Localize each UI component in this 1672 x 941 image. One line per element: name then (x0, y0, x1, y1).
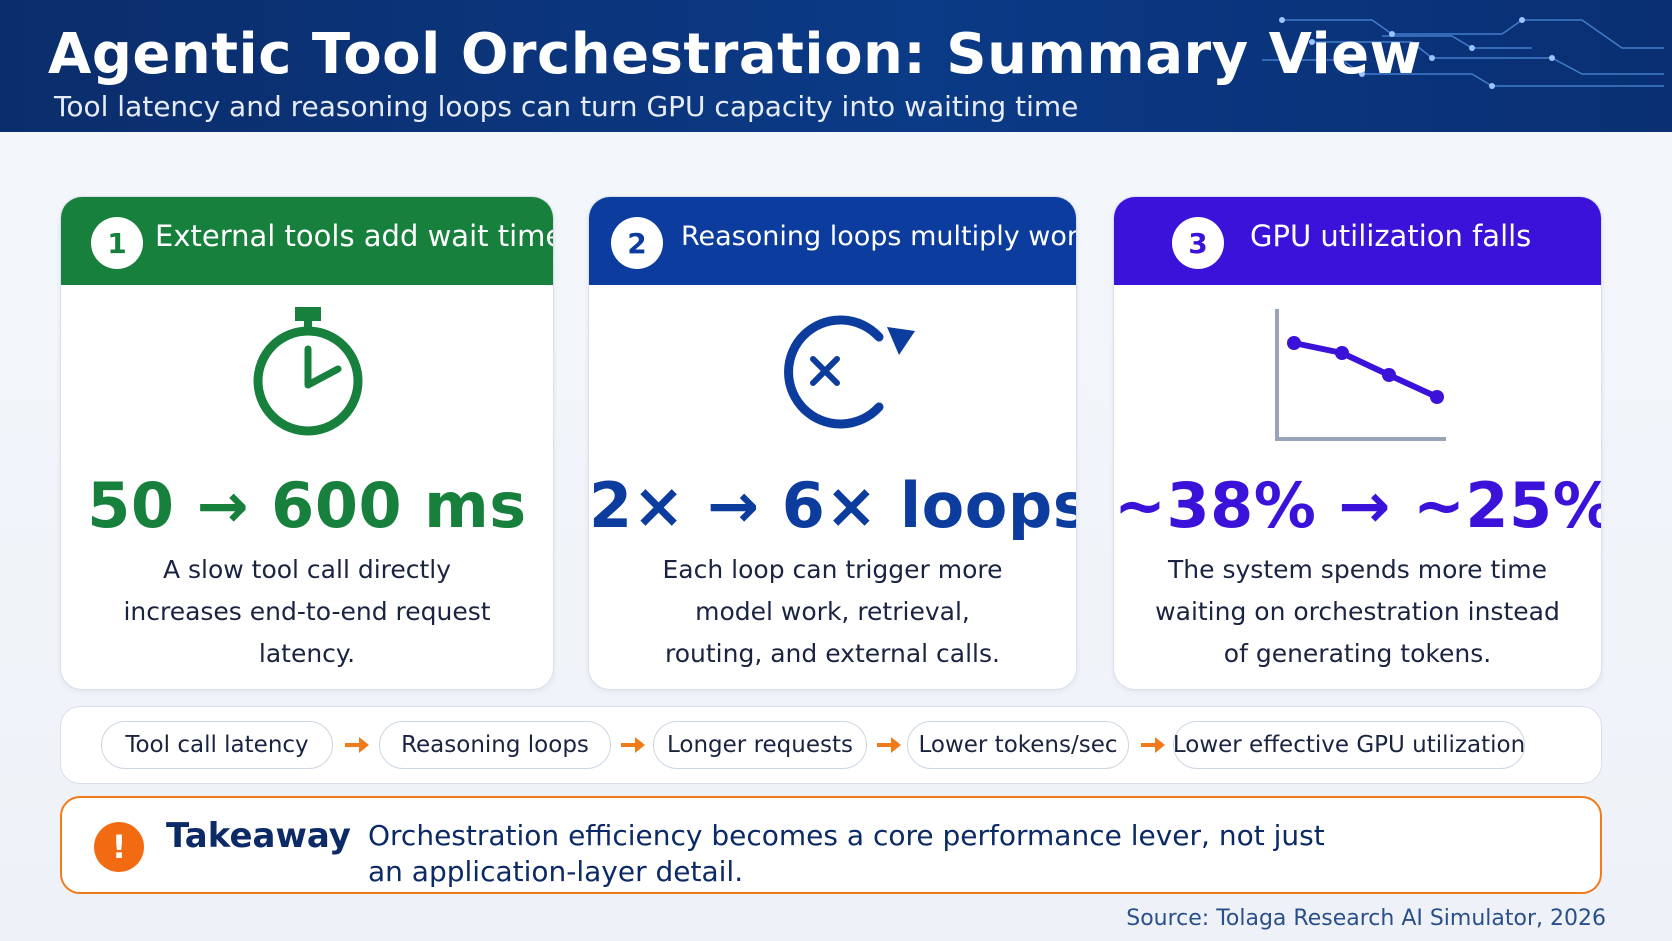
step-number-badge: 2 (611, 217, 663, 269)
arrow-right-icon (1141, 737, 1165, 753)
card-external-tools: 1 External tools add wait time 50 → 600 … (60, 196, 554, 690)
stat-loops: 2× → 6× loops (589, 469, 1077, 542)
step-number-badge: 1 (91, 217, 143, 269)
card-header: 3 GPU utilization falls (1114, 197, 1601, 285)
card-title: GPU utilization falls (1250, 219, 1532, 253)
card-title: External tools add wait time (155, 219, 554, 253)
takeaway-text: Orchestration efficiency becomes a core … (368, 819, 1325, 888)
loop-icon (589, 297, 1076, 447)
takeaway-label: Takeaway (166, 816, 351, 856)
arrow-right-icon (621, 737, 645, 753)
header-banner: Agentic Tool Orchestration: Summary View… (0, 0, 1672, 132)
flow-step-longer-requests: Longer requests (653, 721, 867, 769)
step-number-badge: 3 (1172, 217, 1224, 269)
card-description: A slow tool call directly increases end-… (123, 555, 491, 668)
stat-latency: 50 → 600 ms (87, 469, 527, 542)
takeaway-box: ! Takeaway Orchestration efficiency beco… (60, 796, 1602, 894)
card-description: The system spends more time waiting on o… (1155, 555, 1560, 668)
stopwatch-icon (61, 297, 553, 447)
flow-step-lower-tokens-sec: Lower tokens/sec (907, 721, 1129, 769)
flow-step-lower-gpu-utilization: Lower effective GPU utilization (1173, 721, 1525, 769)
card-header: 1 External tools add wait time (61, 197, 553, 285)
exclamation-icon: ! (94, 822, 144, 872)
page-title: Agentic Tool Orchestration: Summary View (48, 22, 1422, 87)
card-header: 2 Reasoning loops multiply work (589, 197, 1076, 285)
flow-step-tool-call-latency: Tool call latency (101, 721, 333, 769)
arrow-right-icon (877, 737, 901, 753)
declining-line-chart-icon (1114, 297, 1601, 447)
page-subtitle: Tool latency and reasoning loops can tur… (54, 90, 1079, 123)
card-gpu-utilization: 3 GPU utilization falls ~38% → ~25% The … (1113, 196, 1602, 690)
card-title: Reasoning loops multiply work (681, 221, 1077, 252)
arrow-right-icon (345, 737, 369, 753)
circuit-decoration-icon (1262, 17, 1664, 89)
card-description: Each loop can trigger more model work, r… (662, 555, 1003, 668)
stat-gpu-utilization: ~38% → ~25% (1114, 469, 1602, 542)
card-reasoning-loops: 2 Reasoning loops multiply work 2× → 6× … (588, 196, 1077, 690)
source-citation: Source: Tolaga Research AI Simulator, 20… (1126, 906, 1606, 931)
causal-flow-row: Tool call latency Reasoning loops Longer… (60, 706, 1602, 784)
flow-step-reasoning-loops: Reasoning loops (379, 721, 611, 769)
